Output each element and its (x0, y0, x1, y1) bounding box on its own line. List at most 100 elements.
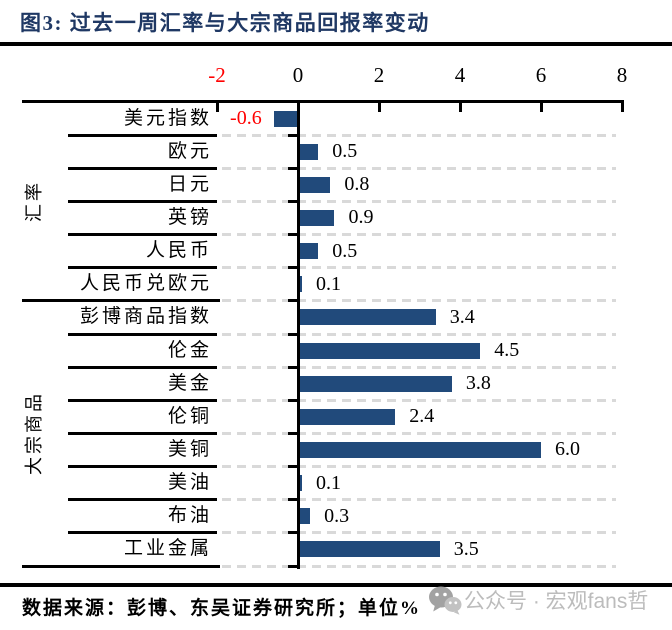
category-axis-tick (288, 365, 298, 369)
gridline (222, 133, 616, 137)
value-label: 6.0 (555, 438, 580, 461)
value-label: 2.4 (409, 405, 435, 428)
axis-tick (620, 100, 624, 112)
zero-axis-line (296, 100, 300, 569)
value-label: 0.5 (332, 239, 358, 262)
row-separator (68, 332, 217, 336)
axis-tick-label: 2 (373, 63, 385, 87)
category-label: 人民币 (145, 240, 212, 262)
category-label: 美金 (167, 372, 212, 394)
wechat-icon (429, 586, 462, 615)
group-label: 汇率 (24, 180, 44, 223)
bar (298, 276, 303, 293)
bar (298, 375, 452, 392)
gridline (222, 332, 616, 336)
category-label: 人民币兑欧元 (79, 273, 212, 295)
row-separator (68, 199, 217, 203)
gridline (222, 199, 616, 203)
axis-tick (539, 100, 543, 112)
axis-tick-label: 6 (535, 63, 547, 87)
row-separator (68, 133, 217, 137)
bar (298, 176, 331, 193)
gridline (222, 465, 616, 469)
bar (298, 408, 396, 425)
row-separator (68, 398, 217, 402)
bar (273, 110, 298, 127)
gridline (222, 299, 616, 303)
row-separator (68, 266, 217, 270)
value-label: 3.8 (465, 372, 491, 395)
category-axis-tick (288, 531, 298, 535)
category-axis-tick (288, 332, 298, 336)
value-label: 4.5 (494, 339, 520, 361)
watermark: 公众号 · 宏观fans哲 (428, 585, 648, 615)
category-label: 伦铜 (167, 405, 212, 427)
axis-tick-label: -2 (208, 63, 226, 87)
value-label: 0.8 (344, 173, 370, 196)
category-axis-tick (288, 233, 298, 237)
row-separator (68, 465, 217, 469)
bar (298, 541, 440, 558)
category-axis-tick (288, 498, 298, 502)
axis-tick (215, 100, 219, 112)
watermark-text: 公众号 · 宏观fans哲 (464, 590, 649, 613)
category-label: 布油 (167, 505, 212, 527)
category-label: 工业金属 (123, 538, 212, 560)
category-label: 美油 (167, 472, 212, 494)
gridline (222, 398, 616, 402)
bar (298, 342, 481, 359)
bar (298, 309, 436, 326)
category-axis-tick (288, 166, 298, 170)
category-label: 美元指数 (123, 107, 212, 129)
category-axis-tick (288, 564, 298, 568)
axis-tick (377, 100, 381, 112)
axis-tick (458, 100, 462, 112)
value-label: 3.5 (453, 537, 479, 560)
gridline (222, 531, 616, 535)
footer-divider (0, 583, 672, 587)
category-label: 欧元 (167, 140, 212, 162)
category-label: 日元 (167, 173, 212, 195)
axis-tick-label: 8 (616, 63, 628, 87)
value-label: 0.5 (332, 140, 358, 163)
source-note: 数据来源：彭博、东吴证券研究所；单位% (22, 598, 422, 619)
value-label: -0.6 (230, 107, 262, 129)
value-label: 0.3 (324, 504, 350, 527)
value-label: 0.9 (348, 206, 374, 229)
title-divider (0, 42, 672, 46)
category-axis-tick (288, 299, 298, 303)
axis-tick-label: 0 (292, 63, 304, 87)
value-label: 0.1 (316, 471, 342, 494)
bar (298, 475, 303, 492)
gridline (222, 365, 616, 369)
gridline (222, 266, 616, 270)
bar (298, 210, 335, 226)
value-label: 3.4 (449, 305, 475, 328)
value-label: 0.1 (316, 272, 342, 295)
category-axis-tick (288, 398, 298, 402)
row-separator (68, 166, 217, 170)
gridline (222, 564, 616, 568)
category-label: 英镑 (167, 207, 212, 228)
category-axis-tick (288, 431, 298, 435)
gridline (222, 498, 616, 502)
bar (298, 442, 541, 458)
bar (298, 143, 319, 160)
group-separator (22, 564, 220, 568)
gridline (222, 431, 616, 435)
row-separator (68, 498, 217, 502)
axis-tick-label: 4 (454, 63, 466, 87)
row-separator (68, 233, 217, 237)
bar (298, 243, 319, 260)
category-axis-tick (288, 199, 298, 203)
category-axis-tick (288, 465, 298, 469)
category-axis-tick (288, 133, 298, 137)
group-separator (22, 299, 220, 303)
category-label: 伦金 (167, 339, 212, 361)
group-label: 大宗商品 (24, 391, 44, 476)
category-axis-tick (288, 266, 298, 270)
row-separator (68, 531, 217, 535)
gridline (222, 166, 616, 170)
